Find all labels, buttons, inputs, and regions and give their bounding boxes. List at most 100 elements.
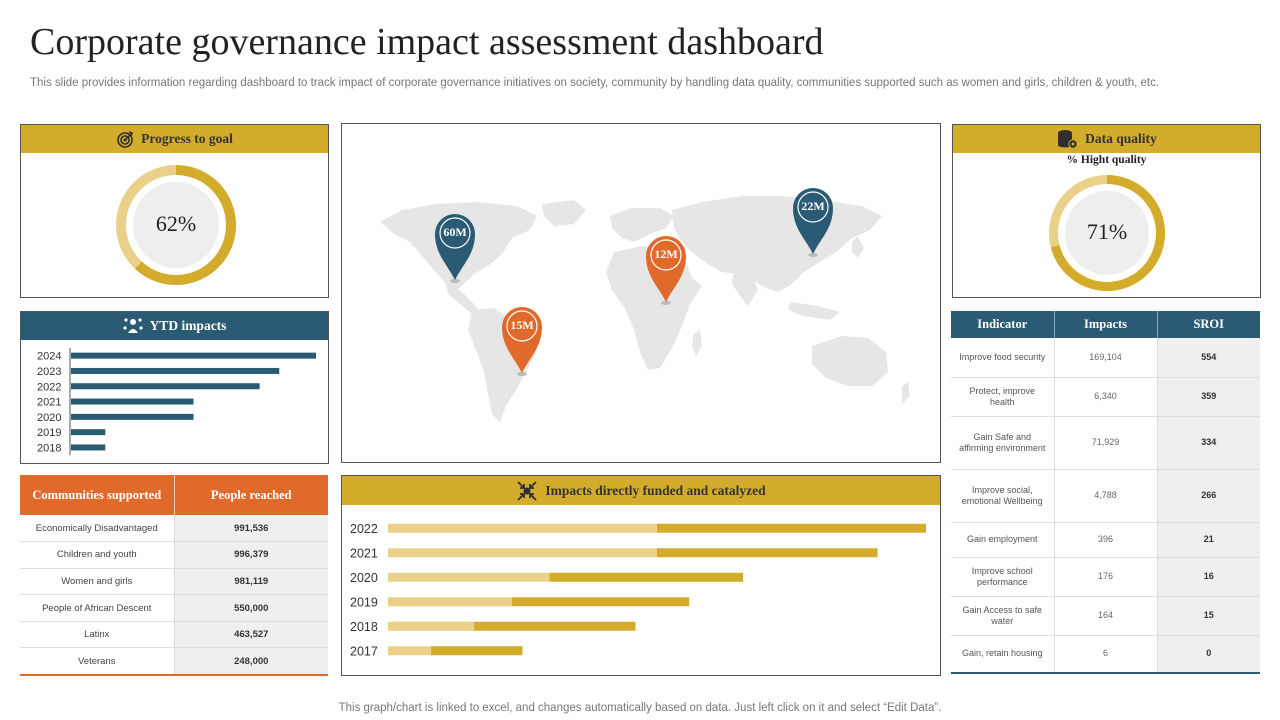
pin-60m-label: 60M [443,225,467,239]
table-row: Protect, improve health 6,340 359 [951,377,1260,417]
table-row: Veterans 248,000 [20,647,328,676]
pin-12m[interactable] [644,234,688,306]
funded-header: Impacts directly funded and catalyzed [342,476,940,505]
ytd-tick-label: 2019 [37,427,61,439]
pin-12m-label: 12M [654,247,678,261]
indicator-cell: Improve school performance [951,557,1055,597]
ytd-tick-label: 2024 [37,351,61,363]
table-row: Improve food security 169,104 554 [951,338,1260,378]
quality-header-label: Data quality [1085,131,1157,146]
ytd-tick-label: 2018 [37,442,61,454]
table-row: Gain employment 396 21 [951,522,1260,558]
progress-donut [116,165,237,285]
table-row: Improve social, emotional Wellbeing 4,78… [951,469,1260,523]
funded-tick-label: 2020 [350,571,378,585]
people-reached-cell: 981,119 [174,568,328,596]
community-cell: Latinx [20,621,175,649]
impacts-cell: 6 [1054,635,1158,674]
impacts-header: Impacts [1054,311,1158,338]
target-icon [117,131,134,148]
sroi-cell: 334 [1157,416,1260,470]
sroi-cell: 359 [1157,377,1260,417]
community-cell: People of African Descent [20,594,175,622]
ytd-tick-label: 2023 [37,366,61,378]
table-row: Improve school performance 176 16 [951,557,1260,597]
table-row: Economically Disadvantaged 991,536 [20,515,328,543]
world-map [380,196,910,422]
funded-bar-top [511,597,690,607]
sroi-cell: 0 [1157,635,1260,674]
indicator-cell: Improve social, emotional Wellbeing [951,469,1055,523]
funded-bar-top [549,572,744,582]
impacts-cell: 71,929 [1054,416,1158,470]
impacts-cell: 396 [1054,522,1158,558]
pin-22m-label: 22M [801,199,825,213]
people-reached-cell: 463,527 [174,621,328,649]
quality-donut [1049,175,1165,291]
funded-tick-label: 2017 [350,644,378,658]
table-row: Gain, retain housing 6 0 [951,635,1260,674]
funded-tick-label: 2021 [350,546,378,560]
funded-tick-label: 2018 [350,620,378,634]
ytd-bar-chart: 2024 2023 2022 2021 2020 2019 2018 [37,348,316,456]
funded-panel: Impacts directly funded and catalyzed 20… [341,475,941,676]
progress-percent: 62% [155,211,197,236]
ytd-tick-label: 2022 [37,381,61,393]
indicator-table: Indicator Impacts SROI Improve food secu… [951,311,1260,674]
people-reached-cell: 550,000 [174,594,328,622]
arrows-center-icon [517,480,537,501]
community-cell: Veterans [20,647,175,676]
indicator-cell: Gain employment [951,522,1055,558]
table-row: Women and girls 981,119 [20,568,328,596]
communities-header: Communities supported [20,475,175,515]
table-row: Latinx 463,527 [20,621,328,649]
ytd-bar [71,444,106,451]
table-row: Gain Access to safe water 164 15 [951,596,1260,636]
sroi-cell: 266 [1157,469,1260,523]
funded-bar-top [474,621,636,631]
community-cell: Women and girls [20,568,175,596]
ytd-tick-label: 2021 [37,397,61,409]
community-cell: Children and youth [20,541,175,569]
sroi-header: SROI [1157,311,1260,338]
impacts-cell: 4,788 [1054,469,1158,523]
funded-header-label: Impacts directly funded and catalyzed [545,482,766,498]
funded-bar-base [388,597,512,607]
pin-22m[interactable] [791,186,835,258]
progress-header: Progress to goal [21,125,328,153]
sroi-cell: 554 [1157,338,1260,378]
indicator-header: Indicator [951,311,1055,338]
indicator-cell: Gain Safe and affirming environment [951,416,1055,470]
indicator-cell: Protect, improve health [951,377,1055,417]
table-row: Gain Safe and affirming environment 71,9… [951,416,1260,470]
funded-bar-base [388,646,432,656]
communities-table: Communities supported People reached Eco… [20,475,328,676]
ytd-bar [71,367,280,374]
sroi-cell: 16 [1157,557,1260,597]
ytd-bar [71,429,106,436]
ytd-bar [71,413,194,420]
table-row: People of African Descent 550,000 [20,594,328,622]
indicator-cell: Gain, retain housing [951,635,1055,674]
page-footer: This graph/chart is linked to excel, and… [338,702,942,714]
sroi-cell: 15 [1157,596,1260,636]
people-reached-cell: 996,379 [174,541,328,569]
pin-15m[interactable] [500,305,544,377]
pin-60m[interactable] [433,212,477,284]
funded-bar-base [388,548,657,558]
community-cell: Economically Disadvantaged [20,515,175,543]
impacts-cell: 176 [1054,557,1158,597]
map-panel: 60M 22M 12M 15M [341,123,941,463]
funded-tick-label: 2022 [350,522,378,536]
people-network-icon [122,318,143,333]
funded-tick-label: 2019 [350,595,378,609]
ytd-bar [71,352,316,359]
impacts-cell: 6,340 [1054,377,1158,417]
sroi-cell: 21 [1157,522,1260,558]
ytd-header: YTD impacts [21,312,328,340]
page-title: Corporate governance impact assessment d… [30,21,824,63]
quality-percent: 71% [1086,219,1128,244]
ytd-tick-label: 2020 [37,412,61,424]
funded-bar-base [388,621,475,631]
indicator-cell: Improve food security [951,338,1055,378]
